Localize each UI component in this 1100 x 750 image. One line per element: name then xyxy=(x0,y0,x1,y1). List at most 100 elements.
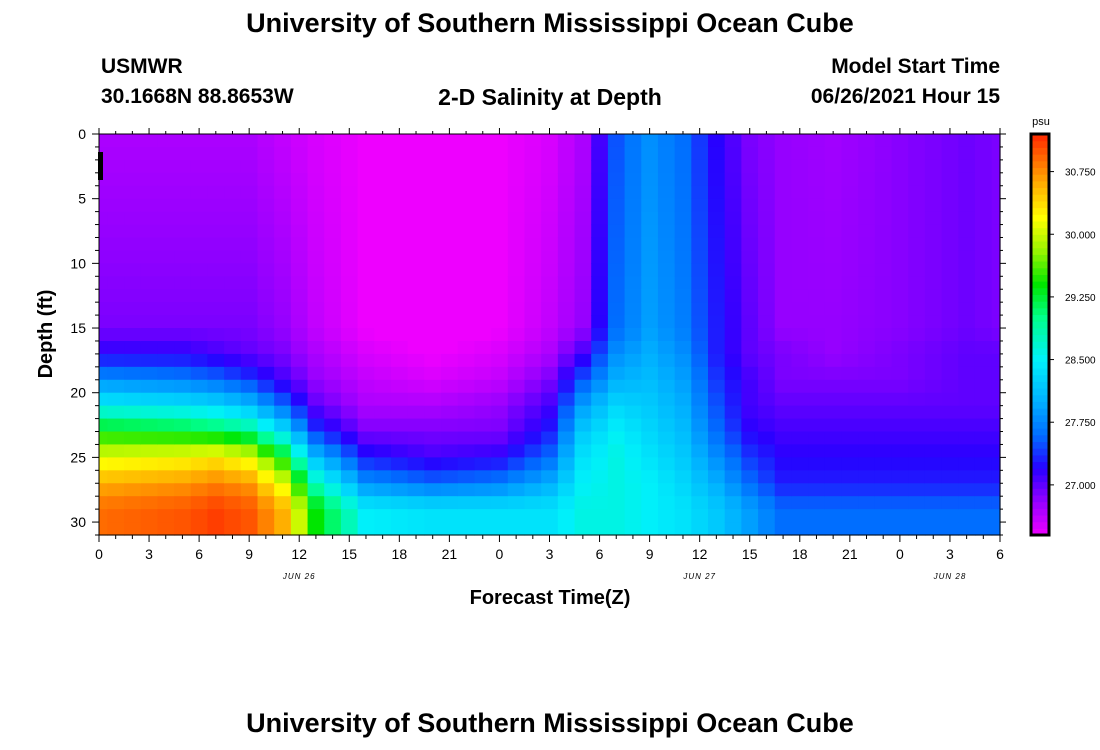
heatmap-cell xyxy=(457,250,476,264)
heatmap-cell xyxy=(891,340,909,355)
heatmap-cell xyxy=(374,340,392,355)
heatmap-cell xyxy=(641,366,659,381)
heatmap-cell xyxy=(607,250,626,264)
heatmap-cell xyxy=(407,496,425,510)
heatmap-cell xyxy=(474,289,492,303)
heatmap-cell xyxy=(974,366,993,381)
heatmap-cell xyxy=(924,159,943,174)
heatmap-cell xyxy=(307,263,325,277)
heatmap-cell xyxy=(591,483,609,497)
colorbar-segment xyxy=(1031,281,1049,289)
colorbar-segment xyxy=(1031,488,1049,496)
heatmap-cell xyxy=(507,509,526,523)
heatmap-cell xyxy=(557,328,576,342)
heatmap-cell xyxy=(991,276,1001,290)
heatmap-cell xyxy=(174,328,192,342)
colorbar-unit: psu xyxy=(1032,116,1050,128)
heatmap-cell xyxy=(624,146,642,161)
heatmap-cell xyxy=(974,250,993,264)
heatmap-cell xyxy=(140,146,158,161)
heatmap-cell xyxy=(591,392,609,407)
heatmap-cell xyxy=(324,522,342,536)
heatmap-cell xyxy=(390,509,409,523)
heatmap-cell xyxy=(691,302,709,316)
heatmap-cell xyxy=(174,172,192,187)
heatmap-cell xyxy=(958,366,976,381)
heatmap-cell xyxy=(174,276,192,290)
heatmap-cell xyxy=(257,146,275,161)
heatmap-cell xyxy=(924,392,943,407)
heatmap-cell xyxy=(908,496,926,510)
heatmap-cell xyxy=(107,340,125,355)
heatmap-cell xyxy=(591,134,609,148)
heatmap-cell xyxy=(491,289,509,303)
heatmap-cell xyxy=(374,237,392,252)
heatmap-cell xyxy=(491,509,509,523)
heatmap-cell xyxy=(224,431,242,446)
heatmap-cell xyxy=(107,159,125,174)
heatmap-cell xyxy=(340,340,359,355)
heatmap-cell xyxy=(157,522,175,536)
heatmap-cell xyxy=(891,172,909,187)
heatmap-cell xyxy=(641,289,659,303)
heatmap-cell xyxy=(641,496,659,510)
heatmap-cell xyxy=(791,483,809,497)
heatmap-cell xyxy=(774,509,793,523)
heatmap-cell xyxy=(708,302,726,316)
heatmap-cell xyxy=(157,289,175,303)
heatmap-cell xyxy=(357,198,375,213)
heatmap-cell xyxy=(491,224,509,239)
heatmap-cell xyxy=(424,224,442,239)
colorbar-frame xyxy=(1029,132,1051,537)
heatmap-cell xyxy=(891,444,909,458)
heatmap-cell xyxy=(390,146,409,161)
heatmap-cell xyxy=(724,237,742,252)
heatmap-cell xyxy=(741,134,759,148)
heatmap-cell xyxy=(774,211,793,226)
heatmap-cell xyxy=(324,315,342,329)
heatmap-cell xyxy=(257,522,275,536)
heatmap-cell xyxy=(657,263,676,277)
heatmap-cell xyxy=(324,250,342,264)
heatmap-cell xyxy=(624,224,642,239)
heatmap-cell xyxy=(624,418,642,433)
heatmap-cell xyxy=(858,418,876,433)
heatmap-cell xyxy=(941,302,959,316)
heatmap-cell xyxy=(424,496,442,510)
heatmap-cell xyxy=(657,224,676,239)
heatmap-cell xyxy=(991,263,1001,277)
heatmap-cell xyxy=(624,276,642,290)
heatmap-cell xyxy=(641,302,659,316)
heatmap-cell xyxy=(307,250,325,264)
heatmap-cell xyxy=(274,353,292,368)
heatmap-cell xyxy=(340,276,359,290)
heatmap-cell xyxy=(591,276,609,290)
heatmap-cell xyxy=(524,198,542,213)
colorbar-segment xyxy=(1031,474,1049,483)
heatmap-cell xyxy=(507,457,526,471)
heatmap-cell xyxy=(357,405,375,420)
colorbar-segment xyxy=(1031,220,1049,229)
heatmap-cell xyxy=(190,431,209,446)
heatmap-cell xyxy=(624,496,642,510)
heatmap-cell xyxy=(324,172,342,187)
heatmap-cell xyxy=(591,522,609,536)
heatmap-cell xyxy=(290,483,309,497)
heatmap-cell xyxy=(591,237,609,252)
heatmap-cell xyxy=(357,134,375,148)
heatmap-cell xyxy=(674,289,692,303)
heatmap-cell xyxy=(124,302,142,316)
heatmap-cell xyxy=(924,340,943,355)
heatmap-cell xyxy=(99,289,108,303)
heatmap-cell xyxy=(157,496,175,510)
colorbar-segment xyxy=(1031,387,1049,396)
y-axis-label: Depth (ft) xyxy=(35,290,57,379)
heatmap-cell xyxy=(240,431,259,446)
heatmap-cell xyxy=(908,366,926,381)
heatmap-cell xyxy=(124,198,142,213)
heatmap-cell xyxy=(941,159,959,174)
heatmap-cell xyxy=(274,315,292,329)
heatmap-cell xyxy=(674,328,692,342)
heatmap-cell xyxy=(457,366,476,381)
heatmap-cell xyxy=(891,198,909,213)
